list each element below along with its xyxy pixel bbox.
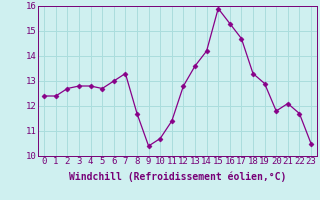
X-axis label: Windchill (Refroidissement éolien,°C): Windchill (Refroidissement éolien,°C) (69, 172, 286, 182)
